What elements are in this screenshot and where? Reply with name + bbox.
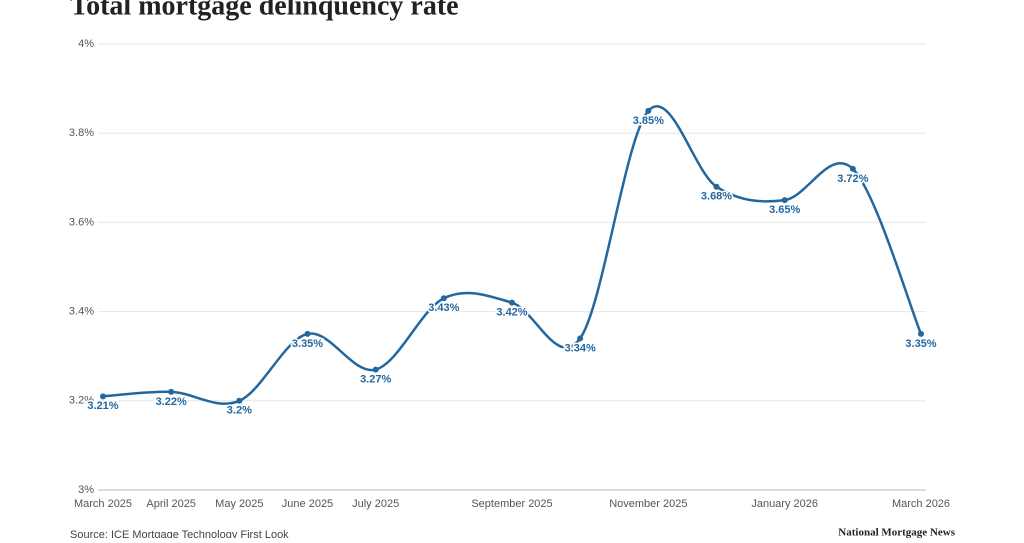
y-tick-label: 3.2% (69, 395, 94, 407)
x-tick-label: March 2026 (892, 498, 950, 510)
point (372, 366, 379, 373)
point (849, 165, 856, 172)
point (304, 330, 311, 337)
point (713, 183, 720, 190)
value-label: 3.21% (87, 400, 118, 412)
value-label: 3.68% (701, 191, 732, 203)
value-label: 3.35% (292, 338, 323, 350)
value-label: 3.22% (156, 396, 187, 408)
point (918, 330, 924, 337)
point (440, 295, 447, 302)
series-line (102, 105, 923, 405)
point (100, 393, 106, 400)
x-tick-label: January 2026 (751, 498, 818, 510)
value-label: 3.42% (496, 307, 527, 319)
value-label: 3.35% (905, 338, 936, 350)
value-label: 3.65% (769, 204, 800, 216)
x-tick-label: September 2025 (471, 498, 552, 510)
chart-title: Total mortgage delinquency rate (70, 0, 459, 21)
value-label: 3.85% (633, 115, 664, 127)
y-tick-label: 3.4% (69, 306, 94, 318)
value-label: 3.27% (360, 373, 391, 385)
point (645, 107, 652, 114)
y-tick-label: 3% (78, 484, 94, 496)
x-tick-label: April 2025 (146, 498, 196, 510)
point (509, 299, 515, 306)
brand: National Mortgage News (838, 527, 955, 538)
value-label: 3.2% (227, 405, 252, 417)
value-label: 3.72% (837, 173, 868, 185)
point (168, 388, 175, 395)
value-label: 3.43% (428, 302, 459, 314)
y-tick-label: 4% (78, 38, 94, 50)
x-tick-label: November 2025 (609, 498, 687, 510)
y-tick-label: 3.8% (69, 127, 94, 139)
point (577, 335, 584, 342)
x-tick-label: May 2025 (215, 498, 263, 510)
x-tick-label: July 2025 (352, 498, 399, 510)
x-tick-label: June 2025 (282, 498, 333, 510)
y-tick-label: 3.6% (69, 216, 94, 228)
value-label: 3.34% (565, 342, 596, 354)
point (236, 397, 243, 404)
source: Source: ICE Mortgage Technology First Lo… (70, 529, 289, 538)
point (781, 197, 788, 204)
x-tick-label: March 2025 (74, 498, 132, 510)
